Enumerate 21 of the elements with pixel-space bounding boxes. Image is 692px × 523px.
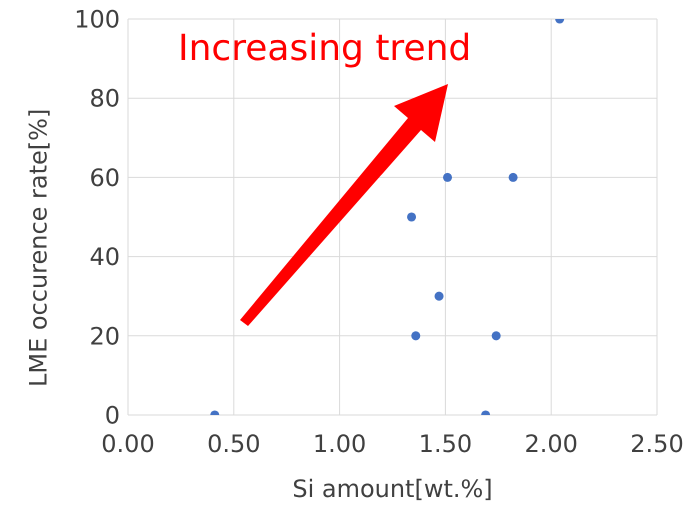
y-tick-label: 0	[104, 402, 120, 430]
y-tick-label: 40	[89, 243, 120, 272]
x-tick-label: 1.50	[418, 430, 472, 458]
x-tick-label: 1.00	[312, 430, 366, 458]
y-axis-title: LME occurence rate[%]	[24, 108, 53, 387]
x-axis-title: Si amount[wt.%]	[292, 475, 493, 503]
x-tick-label: 0.00	[101, 430, 155, 458]
point	[443, 172, 452, 182]
y-tick-label: 100	[74, 6, 120, 34]
point	[492, 331, 501, 340]
x-tick-label: 0.50	[207, 430, 261, 458]
y-tick-label: 80	[89, 84, 120, 113]
x-tick-label: 2.50	[630, 430, 684, 458]
annotation: Increasing trend	[178, 28, 472, 69]
y-tick-label: 60	[89, 164, 120, 192]
point	[407, 212, 416, 222]
point	[434, 292, 444, 301]
y-tick-label: 20	[89, 322, 120, 350]
x-tick-label: 2.00	[524, 430, 578, 458]
point	[508, 172, 518, 182]
point	[411, 331, 420, 340]
